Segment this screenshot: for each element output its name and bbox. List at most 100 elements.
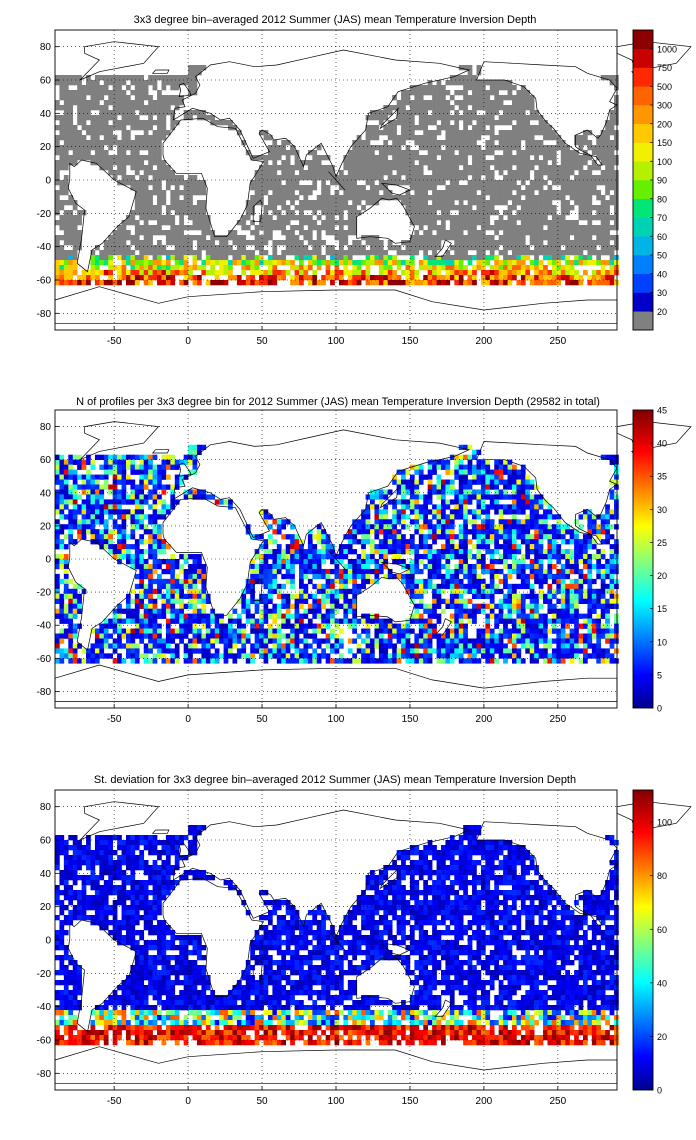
bin-cell: [121, 484, 127, 490]
bin-cell: [347, 225, 353, 231]
bin-cell: [476, 489, 482, 495]
bin-cell: [405, 155, 411, 161]
bin-cell: [525, 245, 531, 251]
bin-cell: [445, 165, 451, 171]
bin-cell: [525, 479, 531, 485]
bin-cell: [356, 145, 362, 151]
bin-cell: [188, 469, 193, 475]
bin-cell: [139, 464, 145, 470]
bin-cell: [134, 524, 140, 530]
bin-cell: [551, 554, 557, 560]
bin-cell: [485, 563, 491, 570]
bin-cell: [143, 568, 149, 575]
x-tick-label: -50: [107, 336, 122, 347]
bin-cell: [387, 549, 393, 555]
bin-cell: [210, 270, 216, 276]
bin-cell: [161, 275, 167, 281]
bin-cell: [263, 185, 269, 191]
bin-cell: [272, 140, 278, 146]
bin-cell: [480, 464, 486, 470]
bin-cell: [90, 275, 96, 281]
bin-cell: [569, 265, 575, 271]
bin-cell: [387, 270, 393, 276]
bin-cell: [179, 230, 184, 236]
bin-cell: [547, 165, 553, 171]
bin-cell: [254, 554, 260, 560]
bin-cell: [383, 260, 389, 266]
bin-cell: [68, 105, 74, 111]
bin-cell: [534, 115, 539, 121]
bin-cell: [503, 489, 508, 495]
bin-cell: [55, 75, 60, 81]
bin-cell: [170, 175, 176, 181]
bin-cell: [498, 140, 504, 146]
bin-cell: [55, 529, 60, 535]
bin-cell: [383, 529, 389, 535]
colorbar-tick-label: 30: [657, 288, 667, 298]
bin-cell: [498, 509, 504, 515]
bin-cell: [556, 140, 562, 146]
bin-cell: [401, 534, 406, 540]
bin-cell: [99, 115, 105, 121]
bin-cell: [396, 539, 402, 545]
bin-cell: [338, 245, 344, 251]
bin-cell: [503, 519, 508, 525]
bin-cell: [472, 155, 477, 161]
bin-cell: [125, 180, 131, 186]
bin-cell: [441, 100, 446, 106]
bin-cell: [467, 454, 473, 460]
bin-cell: [494, 280, 499, 286]
x-tick-label: 50: [256, 336, 268, 347]
bin-cell: [219, 250, 224, 256]
bin-cell: [560, 275, 566, 281]
bin-cell: [454, 464, 460, 470]
bin-cell: [325, 554, 331, 560]
bin-cell: [121, 454, 127, 460]
bin-cell: [600, 155, 606, 161]
bin-cell: [99, 544, 105, 550]
bin-cell: [534, 220, 539, 226]
bin-cell: [605, 160, 610, 166]
bin-cell: [121, 469, 127, 475]
y-tick-label: -80: [37, 309, 52, 320]
bin-cell: [516, 563, 522, 570]
bin-cell: [272, 539, 278, 545]
bin-cell: [489, 205, 495, 211]
colorbar-segment: [633, 48, 653, 68]
bin-cell: [409, 210, 415, 216]
bin-cell: [330, 245, 335, 251]
bin-cell: [90, 464, 96, 470]
bin-cell: [596, 215, 602, 221]
bin-cell: [418, 514, 424, 520]
bin-cell: [94, 155, 100, 161]
bin-cell: [534, 145, 539, 151]
bin-cell: [352, 165, 358, 171]
bin-cell: [272, 180, 278, 186]
bin-cell: [436, 240, 442, 246]
bin-cell: [463, 529, 468, 535]
bin-cell: [72, 280, 78, 286]
bin-cell: [112, 240, 118, 246]
bin-cell: [188, 454, 193, 460]
bin-cell: [516, 245, 522, 251]
bin-cell: [112, 135, 118, 141]
bin-cell: [449, 165, 455, 171]
bin-cell: [148, 519, 153, 525]
bin-cell: [338, 215, 344, 221]
bin-cell: [312, 200, 318, 206]
bin-cell: [174, 75, 180, 81]
bin-cell: [418, 215, 424, 221]
bin-cell: [432, 514, 437, 520]
bin-cell: [356, 275, 362, 281]
bin-cell: [161, 499, 167, 505]
bin-cell: [312, 563, 318, 570]
bin-cell: [525, 215, 531, 221]
bin-cell: [489, 145, 495, 151]
bin-cell: [378, 115, 384, 121]
bin-cell: [183, 185, 189, 191]
bin-cell: [55, 280, 60, 286]
bin-cell: [285, 270, 291, 276]
bin-cell: [125, 120, 131, 126]
bin-cell: [325, 205, 331, 211]
bin-cell: [543, 160, 548, 166]
